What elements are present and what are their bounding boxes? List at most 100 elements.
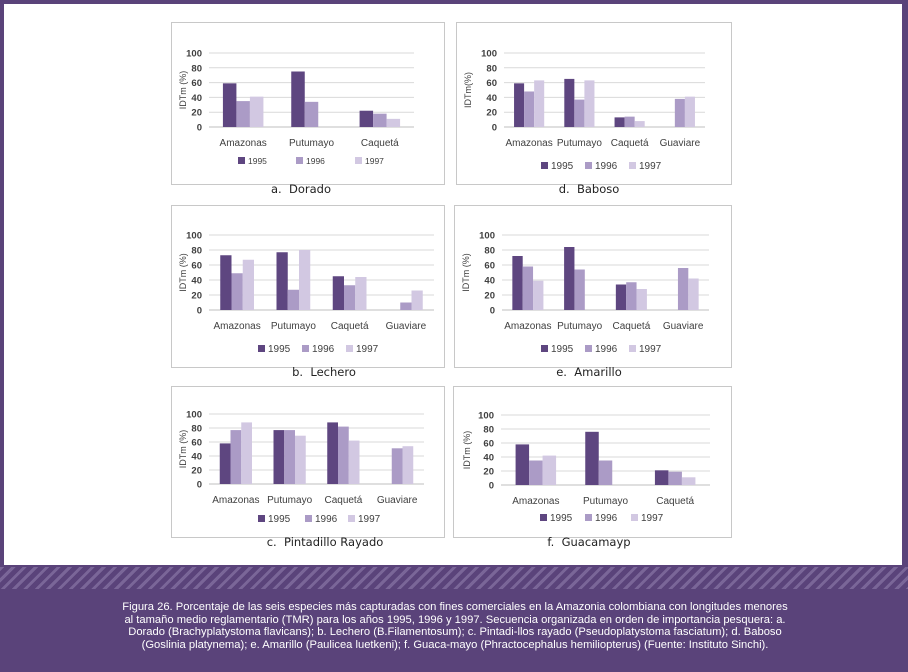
bar — [512, 256, 523, 310]
bar — [542, 455, 557, 485]
y-axis-label: IDTm (%) — [462, 431, 472, 470]
bar — [400, 302, 412, 310]
x-tick-label: Guaviare — [660, 138, 701, 149]
legend-label: 1996 — [595, 513, 618, 524]
x-tick-label: Amazonas — [212, 495, 259, 506]
legend-swatch — [541, 162, 548, 169]
bar — [386, 118, 401, 127]
x-tick-label: Caquetá — [324, 495, 362, 506]
figure-caption: Figura 26. Porcentaje de las seis especi… — [122, 601, 788, 651]
bar — [684, 96, 695, 127]
chart-svg: 0 20 40 60 80 100 IDTm (%) Amazonas Putumayo Caqu… — [462, 411, 710, 524]
bar — [584, 80, 595, 127]
bar — [391, 448, 403, 484]
x-tick-label: Putumayo — [583, 496, 628, 507]
y-axis-label: IDTm (%) — [178, 71, 188, 110]
bar — [284, 430, 295, 484]
bar — [304, 101, 319, 127]
legend-label: 1995 — [551, 344, 574, 355]
bar — [514, 83, 525, 127]
y-tick-label: 100 — [186, 231, 202, 242]
chart-panel-a: 0 20 40 60 80 100 IDTm (%) Amazonas Putumayo Caqu… — [171, 22, 445, 185]
legend-label: 1997 — [356, 344, 379, 355]
legend-label: 1995 — [268, 344, 291, 355]
y-tick-label: 60 — [484, 261, 495, 272]
bar — [276, 252, 288, 310]
x-tick-label: Putumayo — [289, 138, 334, 149]
legend-swatch — [541, 345, 548, 352]
legend-label: 1996 — [312, 344, 335, 355]
bar — [332, 276, 344, 310]
y-tick-label: 0 — [492, 123, 497, 134]
legend-swatch — [540, 514, 547, 521]
y-tick-label: 20 — [486, 108, 497, 119]
bar — [677, 268, 689, 310]
bar — [338, 426, 349, 484]
chart-title-f: f. Guacamayp — [547, 535, 631, 549]
y-tick-label: 20 — [191, 108, 202, 119]
chart-panel-e: 0 20 40 60 80 100 IDTm (%) Amazonas Putumayo Caqu… — [454, 205, 732, 368]
chart-panel-c: 0 20 40 60 80 100 IDTm (%) Amazonas Putumayo Caqu… — [171, 386, 445, 538]
x-tick-label: Putumayo — [267, 495, 312, 506]
y-tick-label: 80 — [191, 424, 202, 435]
y-tick-label: 100 — [186, 410, 202, 421]
x-tick-label: Putumayo — [557, 321, 602, 332]
legend-label: 1997 — [639, 161, 662, 172]
legend-label: 1996 — [595, 344, 618, 355]
legend-swatch — [629, 162, 636, 169]
y-axis-label: IDTm(%) — [463, 72, 473, 108]
y-tick-label: 0 — [490, 306, 495, 317]
legend-label: 1995 — [248, 156, 267, 166]
legend-label: 1997 — [639, 344, 662, 355]
y-tick-label: 40 — [191, 452, 202, 463]
bar — [348, 440, 360, 484]
bar — [564, 247, 575, 310]
legend-swatch — [631, 514, 638, 521]
legend-swatch — [629, 345, 636, 352]
bar — [287, 289, 299, 310]
legend-swatch — [238, 157, 245, 164]
y-tick-label: 20 — [483, 467, 494, 478]
bar — [636, 289, 647, 310]
x-tick-label: Guaviare — [386, 321, 427, 332]
bar — [241, 422, 252, 484]
legend-swatch — [585, 514, 592, 521]
bar — [564, 78, 575, 127]
bar — [626, 282, 637, 310]
y-tick-label: 80 — [484, 246, 495, 257]
chart-title-b: b. Lechero — [292, 365, 356, 379]
y-tick-label: 100 — [186, 49, 202, 60]
legend-label: 1996 — [315, 514, 338, 525]
legend-label: 1995 — [268, 514, 291, 525]
y-tick-label: 0 — [197, 306, 202, 317]
y-tick-label: 60 — [191, 78, 202, 89]
x-tick-label: Guaviare — [663, 321, 704, 332]
bar — [402, 446, 414, 484]
y-tick-label: 100 — [478, 411, 494, 422]
x-tick-label: Amazonas — [220, 138, 267, 149]
bar — [574, 269, 585, 310]
chart-title-c: c. Pintadillo Rayado — [266, 535, 384, 549]
chart-title-d: d. Baboso — [558, 182, 620, 196]
chart-svg: 0 20 40 60 80 100 IDTm (%) Amazonas Putumayo Caqu… — [178, 410, 424, 525]
chart-svg: 0 20 40 60 80 100 IDTm (%) Amazonas Putumayo Caqu… — [461, 231, 709, 355]
y-tick-label: 40 — [191, 93, 202, 104]
y-tick-label: 40 — [484, 276, 495, 287]
bar — [688, 278, 699, 310]
bar — [359, 110, 374, 127]
legend-swatch — [302, 345, 309, 352]
y-tick-label: 20 — [484, 291, 495, 302]
y-tick-label: 60 — [486, 78, 497, 89]
legend-label: 1997 — [358, 514, 381, 525]
legend-swatch — [258, 515, 265, 522]
x-tick-label: Caquetá — [331, 321, 369, 332]
x-tick-label: Amazonas — [506, 138, 553, 149]
y-tick-label: 0 — [197, 480, 202, 491]
bar — [614, 117, 625, 127]
bar — [344, 285, 356, 310]
chart-svg: 0 20 40 60 80 100 IDTm(%) Amazonas Putumayo Caque… — [463, 49, 705, 172]
bar — [522, 266, 534, 310]
bar — [236, 101, 250, 127]
y-tick-label: 40 — [486, 93, 497, 104]
chart-svg: 0 20 40 60 80 100 IDTm (%) Amazonas Putumayo Caqu… — [178, 49, 414, 166]
